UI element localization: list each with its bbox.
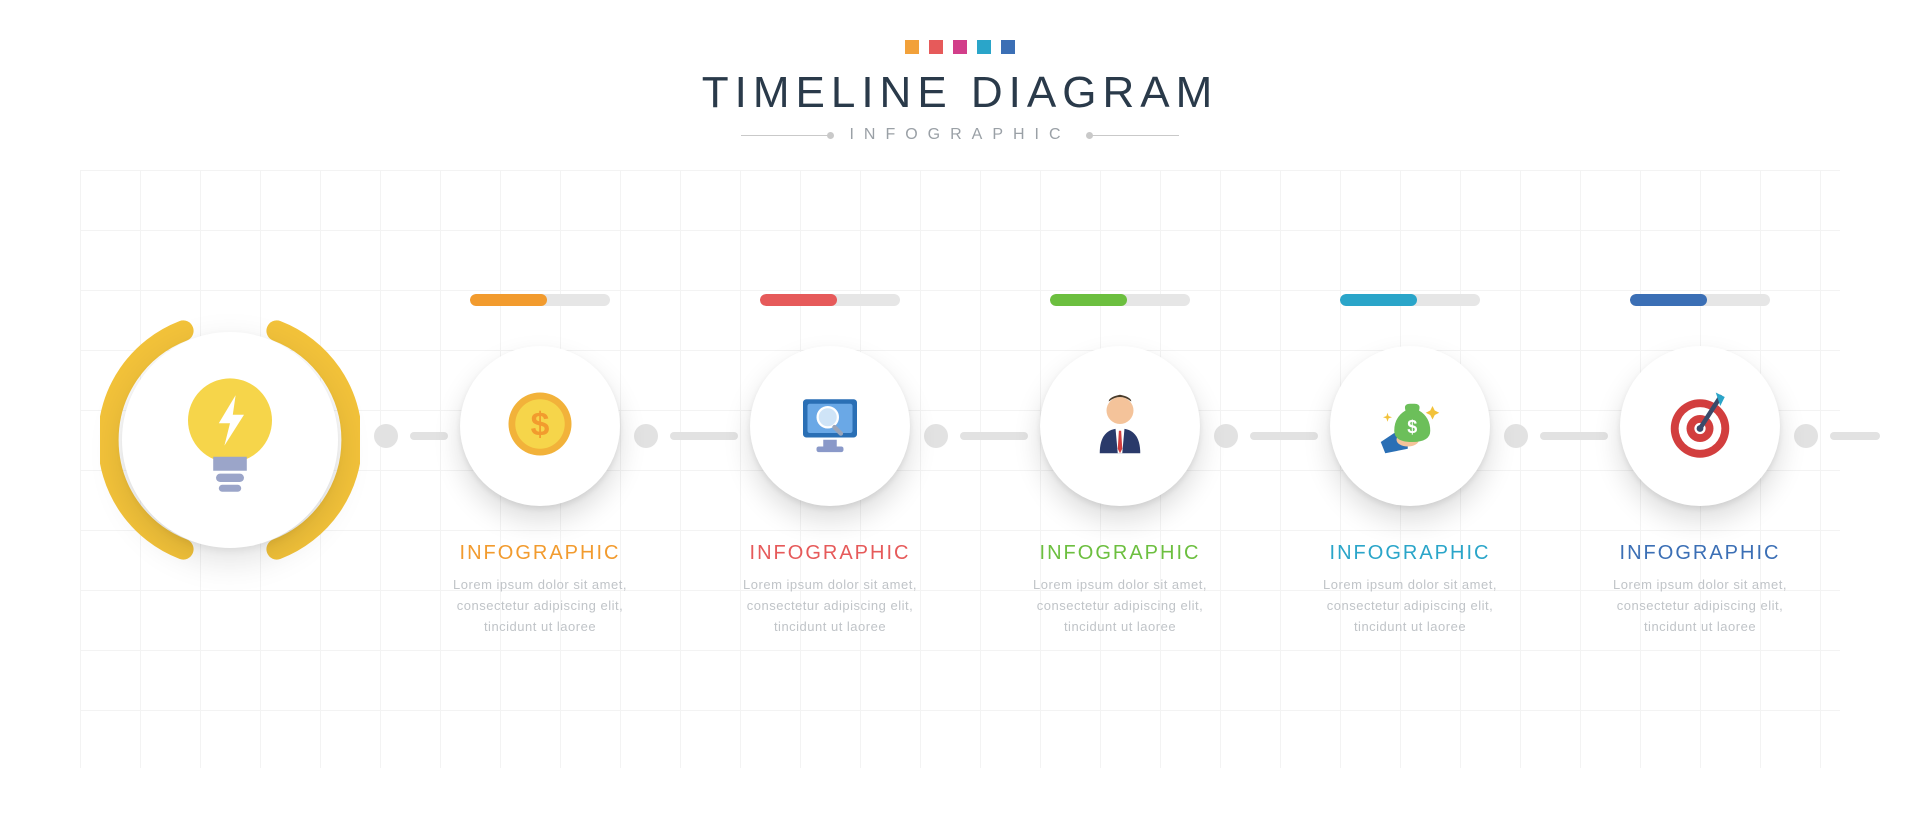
step-label: INFOGRAPHIC <box>720 542 940 565</box>
timeline-step: $ INFOGRAPHIC Lorem ipsum dolor sit amet… <box>430 294 650 637</box>
timeline-step: INFOGRAPHIC Lorem ipsum dolor sit amet, … <box>720 294 940 637</box>
header-accent-square <box>977 40 991 54</box>
progress-pill-fill <box>760 294 837 306</box>
connector-dot <box>924 424 948 448</box>
lightbulb-icon <box>170 370 290 510</box>
subtitle-row: INFOGRAPHIC <box>741 126 1178 144</box>
connector-dot <box>1214 424 1238 448</box>
step-description: Lorem ipsum dolor sit amet, consectetur … <box>1010 575 1230 637</box>
header-accent-squares <box>905 40 1015 54</box>
page-title: TIMELINE DIAGRAM <box>0 68 1920 118</box>
svg-text:$: $ <box>1407 417 1417 437</box>
connector-dot <box>374 424 398 448</box>
connector-dash <box>960 432 1028 440</box>
header-accent-square <box>953 40 967 54</box>
progress-pill <box>1340 294 1480 306</box>
connector-dot <box>1504 424 1528 448</box>
connector-dash <box>1250 432 1318 440</box>
step-label: INFOGRAPHIC <box>430 542 650 565</box>
connector-dash <box>410 432 448 440</box>
header: TIMELINE DIAGRAM INFOGRAPHIC <box>0 40 1920 144</box>
start-node-inner <box>122 332 338 548</box>
step-circle: $ <box>460 346 620 506</box>
subtitle-divider-left <box>741 135 831 136</box>
businessman-icon <box>1084 388 1156 465</box>
page-subtitle: INFOGRAPHIC <box>849 126 1070 144</box>
step-circle <box>1620 346 1780 506</box>
step-description: Lorem ipsum dolor sit amet, consectetur … <box>430 575 650 637</box>
connector-dot <box>634 424 658 448</box>
progress-pill <box>1050 294 1190 306</box>
progress-pill <box>470 294 610 306</box>
progress-pill <box>1630 294 1770 306</box>
step-circle <box>750 346 910 506</box>
timeline-canvas: $ INFOGRAPHIC Lorem ipsum dolor sit amet… <box>0 250 1920 770</box>
step-description: Lorem ipsum dolor sit amet, consectetur … <box>1300 575 1520 637</box>
header-accent-square <box>1001 40 1015 54</box>
connector-dash <box>1540 432 1608 440</box>
connector-dot <box>1794 424 1818 448</box>
svg-text:$: $ <box>531 405 550 443</box>
step-label: INFOGRAPHIC <box>1010 542 1230 565</box>
timeline-step: $ INFOGRAPHIC Lorem ipsum dolor sit amet… <box>1300 294 1520 637</box>
step-circle <box>1040 346 1200 506</box>
progress-pill-fill <box>1050 294 1127 306</box>
hand-money-bag-icon: $ <box>1374 388 1446 465</box>
step-circle: $ <box>1330 346 1490 506</box>
monitor-search-icon <box>794 388 866 465</box>
timeline-step: INFOGRAPHIC Lorem ipsum dolor sit amet, … <box>1590 294 1810 637</box>
coin-dollar-icon: $ <box>504 388 576 465</box>
progress-pill-fill <box>1630 294 1707 306</box>
timeline-step: INFOGRAPHIC Lorem ipsum dolor sit amet, … <box>1010 294 1230 637</box>
progress-pill <box>760 294 900 306</box>
progress-pill-fill <box>470 294 547 306</box>
progress-pill-fill <box>1340 294 1417 306</box>
connector-dash <box>1830 432 1880 440</box>
step-description: Lorem ipsum dolor sit amet, consectetur … <box>1590 575 1810 637</box>
step-description: Lorem ipsum dolor sit amet, consectetur … <box>720 575 940 637</box>
step-label: INFOGRAPHIC <box>1300 542 1520 565</box>
header-accent-square <box>905 40 919 54</box>
subtitle-divider-right <box>1089 135 1179 136</box>
connector-dash <box>670 432 738 440</box>
header-accent-square <box>929 40 943 54</box>
target-arrow-icon <box>1664 388 1736 465</box>
step-label: INFOGRAPHIC <box>1590 542 1810 565</box>
start-node <box>100 310 360 570</box>
